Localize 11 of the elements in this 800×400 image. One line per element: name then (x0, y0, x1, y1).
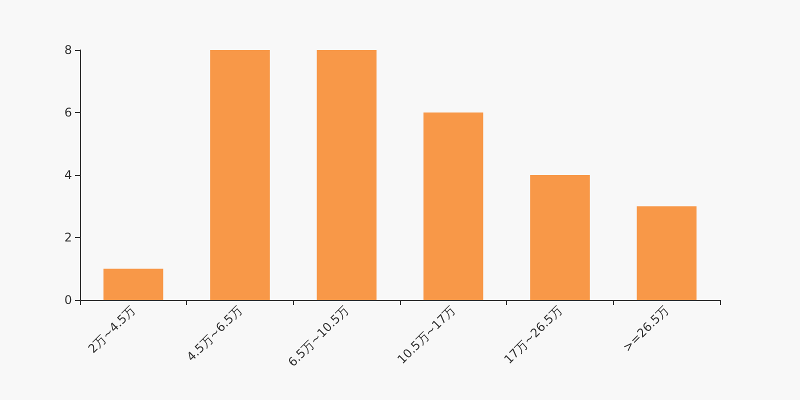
y-tick-label: 2 (64, 230, 72, 244)
bar (316, 50, 377, 300)
bar (423, 112, 484, 300)
y-tick-label: 0 (64, 293, 72, 307)
bar (210, 50, 270, 300)
y-tick-label: 8 (64, 43, 72, 57)
bar (530, 175, 590, 300)
bar (636, 206, 697, 300)
bar (103, 268, 164, 300)
y-tick-label: 6 (64, 106, 72, 120)
y-tick-label: 4 (64, 168, 72, 182)
